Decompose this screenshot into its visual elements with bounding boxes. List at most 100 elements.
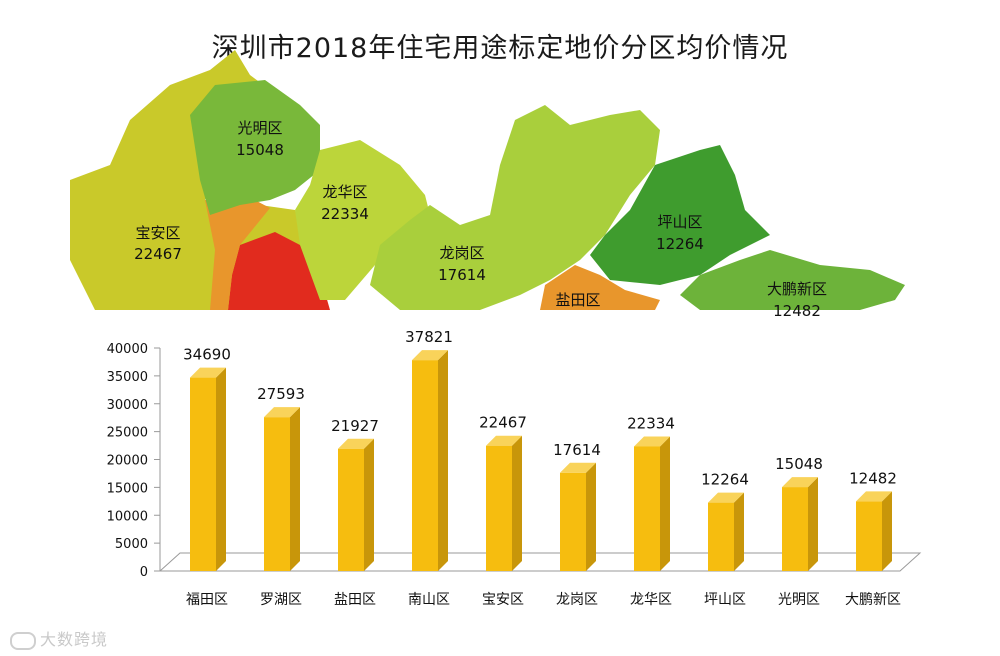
bar-side: [586, 462, 596, 571]
map-region-nanshan: [228, 232, 330, 310]
bar-side: [882, 491, 892, 571]
bar-value-label: 22467: [479, 414, 527, 432]
map-label-group-pingshan: 坪山区 12264: [656, 213, 704, 253]
bar-罗湖区: [264, 407, 300, 571]
y-tick-label: 35000: [107, 370, 148, 385]
y-tick-label: 0: [140, 565, 148, 580]
map-label-value: 12482: [773, 302, 821, 320]
bar-top: [412, 350, 448, 361]
bar-top: [708, 492, 744, 503]
watermark-logo-icon: [10, 631, 36, 650]
y-tick-label: 15000: [107, 481, 148, 496]
y-tick-label: 10000: [107, 509, 148, 524]
bar-side: [808, 477, 818, 571]
chart-title: 深圳市2018年住宅用途标定地价分区均价情况: [211, 33, 789, 64]
map-region-longhua: [295, 140, 430, 300]
map-label-name: 盐田区: [555, 291, 600, 309]
bar-top: [264, 407, 300, 418]
map-label-value: 12264: [656, 235, 704, 253]
map-region-futian: [205, 195, 270, 310]
bar-side: [438, 350, 448, 571]
map-label-name: 坪山区: [657, 213, 702, 231]
bar-宝安区: [486, 435, 522, 571]
map-label-group-longhua: 龙华区 22334: [321, 183, 369, 223]
bar-top: [338, 438, 374, 449]
map-region-yantian: [540, 265, 660, 310]
y-tick-label: 30000: [107, 398, 148, 413]
bar-front: [634, 446, 660, 571]
bar-side: [364, 438, 374, 571]
bar-side: [734, 492, 744, 571]
bar-top: [634, 436, 670, 447]
bar-value-label: 27593: [257, 385, 305, 403]
map-region-longgang: [370, 105, 660, 310]
bar-龙华区: [634, 436, 670, 571]
x-category-label: 南山区: [408, 592, 450, 608]
bar-top: [190, 367, 226, 378]
y-tick-label: 20000: [107, 454, 148, 469]
bar-大鹏新区: [856, 491, 892, 571]
x-category-label: 盐田区: [334, 592, 376, 608]
x-category-label: 罗湖区: [260, 592, 302, 608]
y-tick-label: 40000: [107, 342, 148, 357]
bar-top: [560, 462, 596, 473]
map-label-value: 22467: [134, 245, 182, 263]
bar-front: [856, 501, 882, 571]
x-category-label: 龙岗区: [556, 592, 598, 608]
map-label-group-guangming: 光明区 15048: [236, 119, 284, 159]
bar-top: [856, 491, 892, 502]
watermark: 大数跨境: [10, 626, 108, 650]
bar-福田区: [190, 367, 226, 571]
bars-group: [190, 350, 892, 571]
bar-龙岗区: [560, 462, 596, 571]
map-label-value: 17614: [438, 266, 486, 284]
value-labels-group: 34690 27593 21927 37821 22467 17614 22334 12264…: [183, 328, 897, 488]
x-axis-labels: 福田区 罗湖区 盐田区 南山区 宝安区 龙岗区 龙华区 坪山区 光明区 大鹏新区: [186, 592, 901, 608]
bar-front: [338, 448, 364, 571]
bar-front: [782, 487, 808, 571]
bar-value-label: 22334: [627, 414, 675, 432]
map-label-name: 宝安区: [135, 224, 180, 242]
bar-top: [782, 477, 818, 488]
bar-value-label: 12264: [701, 471, 749, 489]
y-tick-label: 5000: [115, 537, 148, 552]
bar-坪山区: [708, 492, 744, 571]
x-category-label: 龙华区: [630, 592, 672, 608]
bar-front: [560, 472, 586, 571]
x-category-label: 光明区: [778, 592, 820, 608]
y-axis-ticks: 0 5000 10000 15000 20000 25000 30000 35000 40000: [107, 342, 160, 580]
bar-value-label: 15048: [775, 455, 823, 473]
map-label-value: 15048: [236, 141, 284, 159]
map-label-name: 光明区: [237, 119, 282, 137]
bar-value-label: 21927: [331, 417, 379, 435]
bar-front: [486, 445, 512, 571]
bar-side: [216, 367, 226, 571]
map-label-name: 大鹏新区: [767, 280, 827, 298]
map-label-value: 22334: [321, 205, 369, 223]
map-region-guangming: [190, 80, 320, 215]
map-label-group-dapeng: 大鹏新区 12482: [767, 280, 827, 320]
bar-side: [660, 436, 670, 571]
bar-value-label: 12482: [849, 469, 897, 487]
x-category-label: 坪山区: [704, 592, 746, 608]
bar-value-label: 17614: [553, 441, 601, 459]
bar-front: [708, 502, 734, 571]
bar-盐田区: [338, 438, 374, 571]
bar-side: [512, 435, 522, 571]
map-region-pingshan: [590, 145, 770, 285]
map-label-name: 龙华区: [322, 183, 367, 201]
bar-南山区: [412, 350, 448, 571]
bar-光明区: [782, 477, 818, 571]
bar-front: [190, 377, 216, 571]
district-map: 光明区 15048 龙华区 22334 宝安区 22467 龙岗区 17614 …: [70, 50, 905, 320]
bar-side: [290, 407, 300, 571]
watermark-text: 大数跨境: [40, 630, 109, 649]
bar-front: [412, 360, 438, 571]
map-label-group-baoan: 宝安区 22467: [134, 224, 182, 263]
map-label-group-longgang: 龙岗区 17614: [438, 244, 486, 284]
x-category-label: 大鹏新区: [845, 592, 901, 608]
map-region-dapeng: [680, 250, 905, 310]
bar-front: [264, 417, 290, 571]
y-tick-label: 25000: [107, 426, 148, 441]
